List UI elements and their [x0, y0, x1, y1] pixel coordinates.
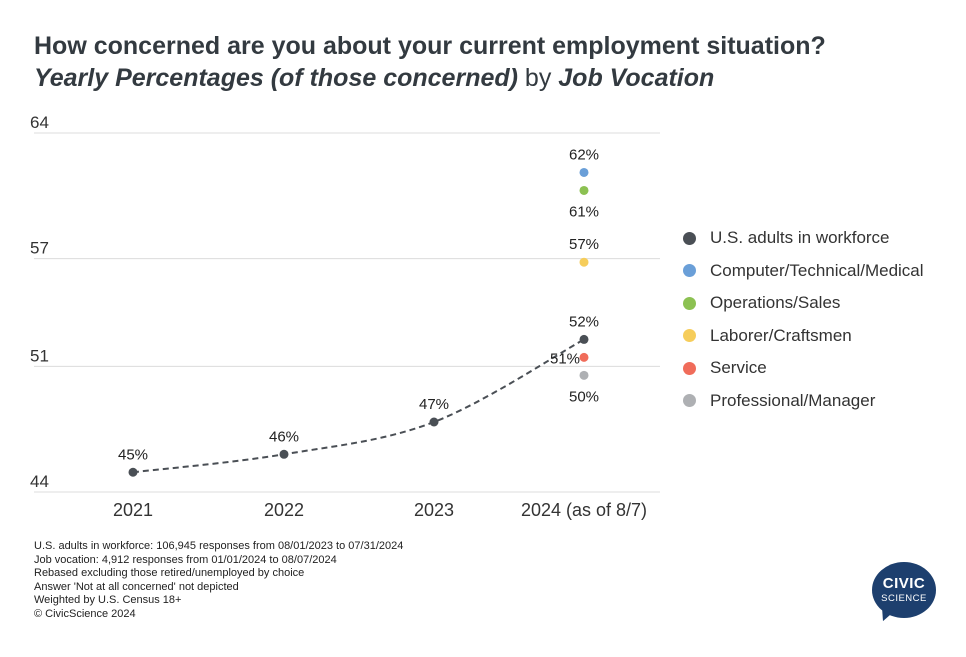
chart-title: How concerned are you about your current…	[34, 32, 826, 60]
subtitle-measure: Yearly Percentages (of those concerned)	[34, 64, 518, 92]
data-label: 62%	[569, 146, 599, 163]
legend-swatch	[683, 361, 696, 375]
data-point	[279, 449, 289, 459]
legend-label: Computer/Technical/Medical	[710, 260, 924, 280]
x-tick-label: 2023	[414, 500, 454, 520]
subtitle-dimension: Job Vocation	[558, 64, 715, 92]
y-tick-label: 64	[30, 113, 49, 132]
data-point	[579, 167, 589, 177]
legend-label: Service	[710, 358, 767, 378]
logo-bubble	[872, 562, 936, 618]
data-point	[579, 185, 589, 195]
data-label: 45%	[118, 446, 148, 463]
x-tick-label: 2022	[264, 500, 304, 520]
data-point	[579, 334, 589, 344]
footnote: Rebased excluding those retired/unemploy…	[34, 567, 305, 580]
legend-swatch	[683, 329, 696, 343]
legend-item: Operations/Sales	[683, 287, 924, 320]
x-tick-label: 2024 (as of 8/7)	[521, 500, 647, 520]
logo-text: CIVIC	[882, 575, 926, 592]
data-point	[429, 417, 439, 427]
data-point	[579, 370, 589, 380]
logo-text: SCIENCE	[881, 593, 927, 604]
subtitle-connector: by	[517, 64, 559, 92]
legend-item: U.S. adults in workforce	[683, 222, 924, 255]
data-label: 51%	[550, 350, 580, 367]
y-tick-label: 44	[30, 472, 49, 491]
footnote: © CivicScience 2024	[34, 607, 136, 620]
legend-item: Computer/Technical/Medical	[683, 255, 924, 288]
footnote: Weighted by U.S. Census 18+	[34, 594, 182, 607]
y-tick-label: 57	[30, 239, 49, 258]
line-chart: 44 51 57 64 2021 2022 2023 2024 (as of 8/7) 45% 4…	[30, 113, 660, 520]
legend-item: Service	[683, 352, 924, 385]
data-point	[128, 467, 138, 477]
data-label: 47%	[419, 396, 449, 413]
legend-swatch	[683, 296, 696, 310]
y-tick-label: 51	[30, 346, 49, 365]
data-label: 46%	[269, 428, 299, 445]
data-label: 50%	[569, 388, 599, 405]
legend-swatch	[683, 231, 696, 245]
data-label: 52%	[569, 313, 599, 330]
footnote: U.S. adults in workforce: 106,945 respon…	[34, 540, 404, 552]
data-point	[579, 257, 589, 267]
legend-item: Laborer/Craftsmen	[683, 320, 924, 353]
legend-item: Professional/Manager	[683, 385, 924, 418]
legend-label: Operations/Sales	[710, 293, 841, 313]
legend: U.S. adults in workforce Computer/Technic…	[683, 222, 924, 417]
legend-swatch	[683, 264, 696, 278]
footnote: Job vocation: 4,912 responses from 01/01…	[34, 553, 337, 566]
data-label: 61%	[569, 203, 599, 220]
legend-label: U.S. adults in workforce	[710, 228, 890, 248]
data-point	[579, 352, 589, 362]
chart-subtitle: Yearly Percentages (of those concerned) …	[34, 64, 714, 93]
legend-label: Professional/Manager	[710, 390, 876, 410]
footnote: Answer 'Not at all concerned' not depict…	[34, 580, 239, 593]
x-tick-label: 2021	[113, 500, 153, 520]
civicscience-logo: CIVIC SCIENCE	[872, 562, 936, 626]
legend-swatch	[683, 394, 696, 408]
legend-label: Laborer/Craftsmen	[710, 325, 852, 345]
series-line-us-adults	[132, 338, 585, 474]
footnotes: U.S. adults in workforce: 106,945 respon…	[34, 540, 403, 622]
data-label: 57%	[569, 236, 599, 253]
